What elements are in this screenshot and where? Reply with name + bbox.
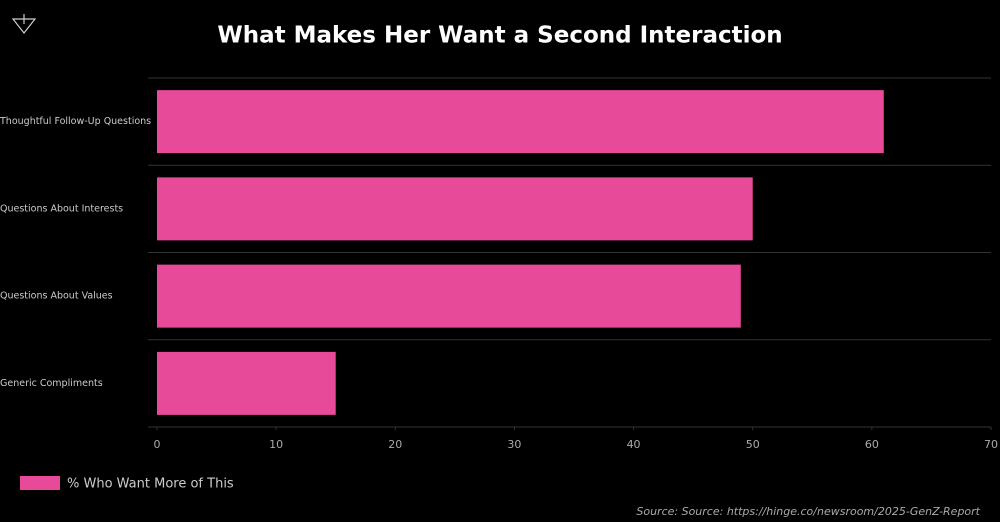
y-tick-label: Generic Compliments xyxy=(0,378,103,389)
bar xyxy=(157,264,741,328)
bar xyxy=(157,90,884,154)
x-tick-label: 20 xyxy=(388,438,402,451)
source-note: Source: Source: https://hinge.co/newsroo… xyxy=(636,505,980,518)
x-tick-label: 70 xyxy=(984,438,998,451)
y-tick-label: Questions About Interests xyxy=(0,203,123,214)
x-tick-label: 60 xyxy=(865,438,879,451)
x-tick-label: 10 xyxy=(269,438,283,451)
logo xyxy=(11,14,37,34)
bar xyxy=(157,177,753,241)
bar xyxy=(157,351,336,415)
y-tick-label: Thoughtful Follow-Up Questions xyxy=(0,116,151,127)
y-tick-label: Questions About Values xyxy=(0,291,113,302)
legend-label: % Who Want More of This xyxy=(67,477,234,492)
legend-swatch xyxy=(20,476,60,490)
chart-title: What Makes Her Want a Second Interaction xyxy=(217,23,782,49)
x-tick-label: 0 xyxy=(154,438,161,451)
x-tick-label: 30 xyxy=(507,438,521,451)
x-tick-label: 50 xyxy=(746,438,760,451)
x-tick-label: 40 xyxy=(627,438,641,451)
